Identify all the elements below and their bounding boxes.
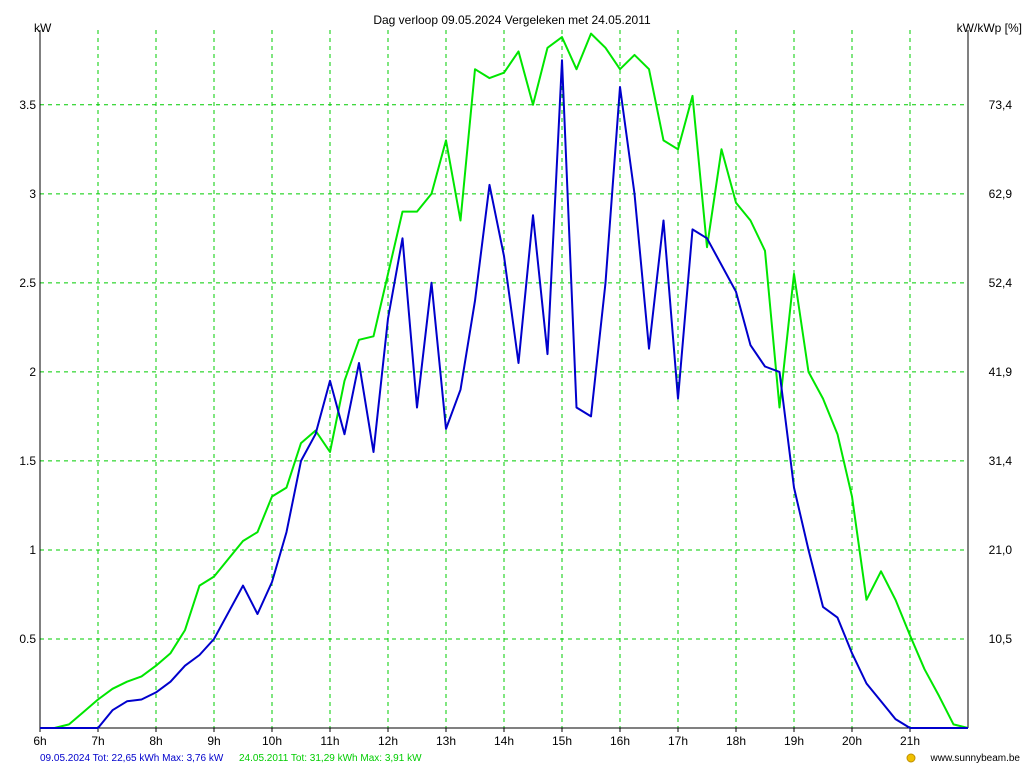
x-tick-label: 12h — [378, 734, 398, 748]
sunnybeam-logo: www.sunnybeam.be — [906, 753, 1021, 764]
x-tick-label: 20h — [842, 734, 862, 748]
x-tick-label: 19h — [784, 734, 804, 748]
y-tick-label-left: 2.5 — [19, 276, 36, 290]
x-tick-label: 7h — [91, 734, 104, 748]
series-lines — [40, 32, 969, 729]
y-tick-label-left: 1 — [29, 543, 36, 557]
y-tick-label-left: 3 — [29, 187, 36, 201]
legend-2024: 09.05.2024 Tot: 22,65 kWh Max: 3,76 kW — [40, 753, 224, 764]
grid — [40, 30, 969, 728]
y-tick-label-right: 10,5 — [989, 632, 1013, 646]
series-line-09-05-2024 — [40, 59, 968, 729]
y-tick-label-right: 21,0 — [989, 543, 1013, 557]
tick-labels: 6h 7h 8h 9h 10h 11h 12h 13h 14h 15h 16h 17h 18h 19h 20… — [19, 98, 1012, 748]
x-tick-label: 14h — [494, 734, 514, 748]
y-tick-label-right: 41,9 — [989, 365, 1013, 379]
legend-2011: 24.05.2011 Tot: 31,29 kWh Max: 3,91 kW — [239, 753, 422, 764]
x-tick-label: 15h — [552, 734, 572, 748]
sun-icon — [906, 753, 916, 763]
y-tick-label-right: 73,4 — [989, 98, 1013, 112]
y-tick-label-left: 2 — [29, 365, 36, 379]
credit-text: www.sunnybeam.be — [930, 753, 1021, 764]
y-axis-left-unit: kW — [34, 21, 52, 35]
x-tick-label: 16h — [610, 734, 630, 748]
series-line-24-05-2011 — [40, 32, 969, 729]
x-tick-label: 10h — [262, 734, 282, 748]
x-tick-label: 8h — [149, 734, 162, 748]
y-tick-label-left: 3.5 — [19, 98, 36, 112]
x-tick-label: 9h — [207, 734, 220, 748]
x-tick-label: 17h — [668, 734, 688, 748]
x-tick-label: 18h — [726, 734, 746, 748]
y-tick-label-left: 1.5 — [19, 454, 36, 468]
y-axis-right-unit: kW/kWp [%] — [957, 21, 1022, 35]
y-tick-label-right: 31,4 — [989, 454, 1013, 468]
x-tick-label: 21h — [900, 734, 920, 748]
y-tick-label-left: 0.5 — [19, 632, 36, 646]
x-tick-label: 11h — [320, 734, 339, 748]
y-tick-label-right: 62,9 — [989, 187, 1013, 201]
chart-title: Dag verloop 09.05.2024 Vergeleken met 24… — [373, 13, 651, 27]
x-tick-label: 6h — [33, 734, 46, 748]
y-tick-label-right: 52,4 — [989, 276, 1013, 290]
x-tick-label: 13h — [436, 734, 456, 748]
axes — [39, 30, 969, 732]
